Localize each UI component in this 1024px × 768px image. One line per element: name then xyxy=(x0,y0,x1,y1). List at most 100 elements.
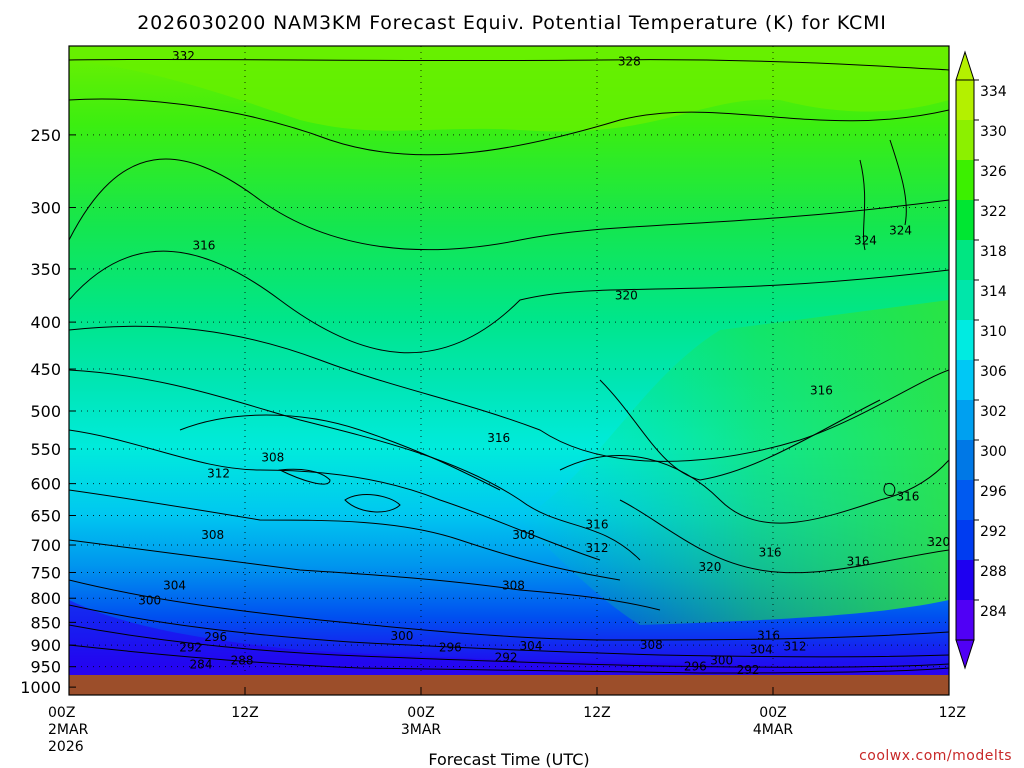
contour-label: 292 xyxy=(179,640,202,654)
colorbar-swatch xyxy=(956,360,974,401)
y-tick-label: 250 xyxy=(30,126,61,145)
contour-label: 316 xyxy=(759,545,782,559)
x-tick-label: 00Z xyxy=(759,705,786,721)
contour-label: 328 xyxy=(618,55,641,69)
colorbar-label: 306 xyxy=(980,364,1007,380)
colorbar-swatch xyxy=(956,600,974,641)
contour-label: 304 xyxy=(520,639,543,653)
colorbar-swatch xyxy=(956,160,974,201)
contour-label: 308 xyxy=(512,528,535,542)
colorbar-bottom-arrow xyxy=(955,639,975,670)
contour-label: 308 xyxy=(502,579,525,593)
colorbar-swatch xyxy=(956,200,974,241)
y-tick-label: 750 xyxy=(30,564,61,583)
colorbar-label: 292 xyxy=(980,524,1007,540)
contour-label: 304 xyxy=(163,579,186,593)
colorbar-label: 318 xyxy=(980,244,1007,260)
x-tick-label: 12Z xyxy=(231,705,258,721)
contour-label: 284 xyxy=(190,658,213,672)
colorbar-label: 322 xyxy=(980,204,1007,220)
colorbar-label: 284 xyxy=(980,604,1007,620)
contour-label: 308 xyxy=(640,638,663,652)
contour-labels: 332 328 316 320 324 324 316 316 308 312 316 316 308 3… xyxy=(138,49,950,677)
contour-label: 320 xyxy=(698,560,721,574)
x-tick-date: 3MAR xyxy=(401,722,442,738)
colorbar-swatch xyxy=(956,440,974,481)
ground-surface xyxy=(69,675,949,695)
y-tick-label: 600 xyxy=(30,475,61,494)
colorbar-swatch xyxy=(956,560,974,601)
colorbar-label: 300 xyxy=(980,444,1007,460)
contour-label: 324 xyxy=(854,234,877,248)
x-tick-label: 00Z xyxy=(48,705,75,721)
contour-label: 292 xyxy=(737,663,760,677)
surface-cold-overlay xyxy=(69,600,949,695)
plot-frame xyxy=(68,45,950,696)
contour-label: 316 xyxy=(847,555,870,569)
colorbar-top-arrow xyxy=(955,50,975,81)
y-tick-label: 300 xyxy=(30,199,61,218)
y-tick-label: 350 xyxy=(30,260,61,279)
contour-label: 288 xyxy=(231,653,254,667)
y-tick-label: 450 xyxy=(30,360,61,379)
colorbar-swatch xyxy=(956,120,974,161)
colorbar-swatch xyxy=(956,320,974,361)
contour-label: 300 xyxy=(710,653,733,667)
contour-label: 316 xyxy=(810,384,833,398)
contour-label: 296 xyxy=(204,630,227,644)
y-tick-label: 400 xyxy=(30,313,61,332)
contour-label: 300 xyxy=(138,594,161,608)
plot-area: 332 328 316 320 324 324 316 316 308 312 316 316 308 3… xyxy=(69,46,950,695)
contour-label: 320 xyxy=(927,535,950,549)
contour-label: 316 xyxy=(487,431,510,445)
colorbar-swatch xyxy=(956,240,974,281)
colorbar-label: 334 xyxy=(980,84,1007,100)
y-tick-label: 900 xyxy=(30,636,61,655)
x-axis-label: Forecast Time (UTC) xyxy=(428,750,589,768)
colorbar-swatch xyxy=(956,400,974,441)
contour-label: 316 xyxy=(896,490,919,504)
contour-label: 292 xyxy=(495,650,518,664)
contour-label: 332 xyxy=(172,49,195,63)
contour-label: 304 xyxy=(750,643,773,657)
colorbar-label: 296 xyxy=(980,484,1007,500)
colorbar-label: 288 xyxy=(980,564,1007,580)
colorbar-swatch xyxy=(956,280,974,321)
colorbar-label: 310 xyxy=(980,324,1007,340)
y-tick-label: 850 xyxy=(30,613,61,632)
chart-title: 2026030200 NAM3KM Forecast Equiv. Potent… xyxy=(137,12,886,34)
colorbar-swatch xyxy=(956,520,974,561)
y-tick-label: 800 xyxy=(30,589,61,608)
colorbar-label: 330 xyxy=(980,124,1007,140)
contour-label: 324 xyxy=(889,224,912,238)
upper-band-overlay xyxy=(69,46,949,132)
colorbar: 334 330 326 322 318 314 310 306 302 300 296 292 288 2… xyxy=(955,50,1007,670)
x-tick-date: 4MAR xyxy=(753,722,794,738)
y-tick-label: 650 xyxy=(30,507,61,526)
y-tick-label: 500 xyxy=(30,402,61,421)
y-tick-label: 550 xyxy=(30,440,61,459)
y-tick-label: 950 xyxy=(30,658,61,677)
colorbar-label: 302 xyxy=(980,404,1007,420)
contour-label: 316 xyxy=(586,518,609,532)
contour-label: 308 xyxy=(261,451,284,465)
y-tick-label: 1000 xyxy=(20,678,61,697)
colorbar-swatch xyxy=(956,480,974,521)
colorbar-label: 314 xyxy=(980,284,1007,300)
y-axis: 250 300 350 400 450 500 550 600 650 700 750 800 850 9… xyxy=(20,126,76,697)
x-tick-label: 12Z xyxy=(939,705,966,721)
x-tick-year: 2026 xyxy=(48,739,84,755)
contour-label: 312 xyxy=(207,467,230,481)
contour-label: 312 xyxy=(784,639,807,653)
warm-sector-overlay xyxy=(520,300,949,625)
contour-label: 308 xyxy=(201,528,224,542)
contour-label: 312 xyxy=(586,541,609,555)
y-tick-label: 700 xyxy=(30,536,61,555)
colorbar-swatch xyxy=(956,80,974,121)
colorbar-label: 326 xyxy=(980,164,1007,180)
x-tick-label: 00Z xyxy=(407,705,434,721)
x-tick-date: 2MAR xyxy=(48,722,89,738)
credit-text: coolwx.com/modelts xyxy=(859,748,1012,764)
